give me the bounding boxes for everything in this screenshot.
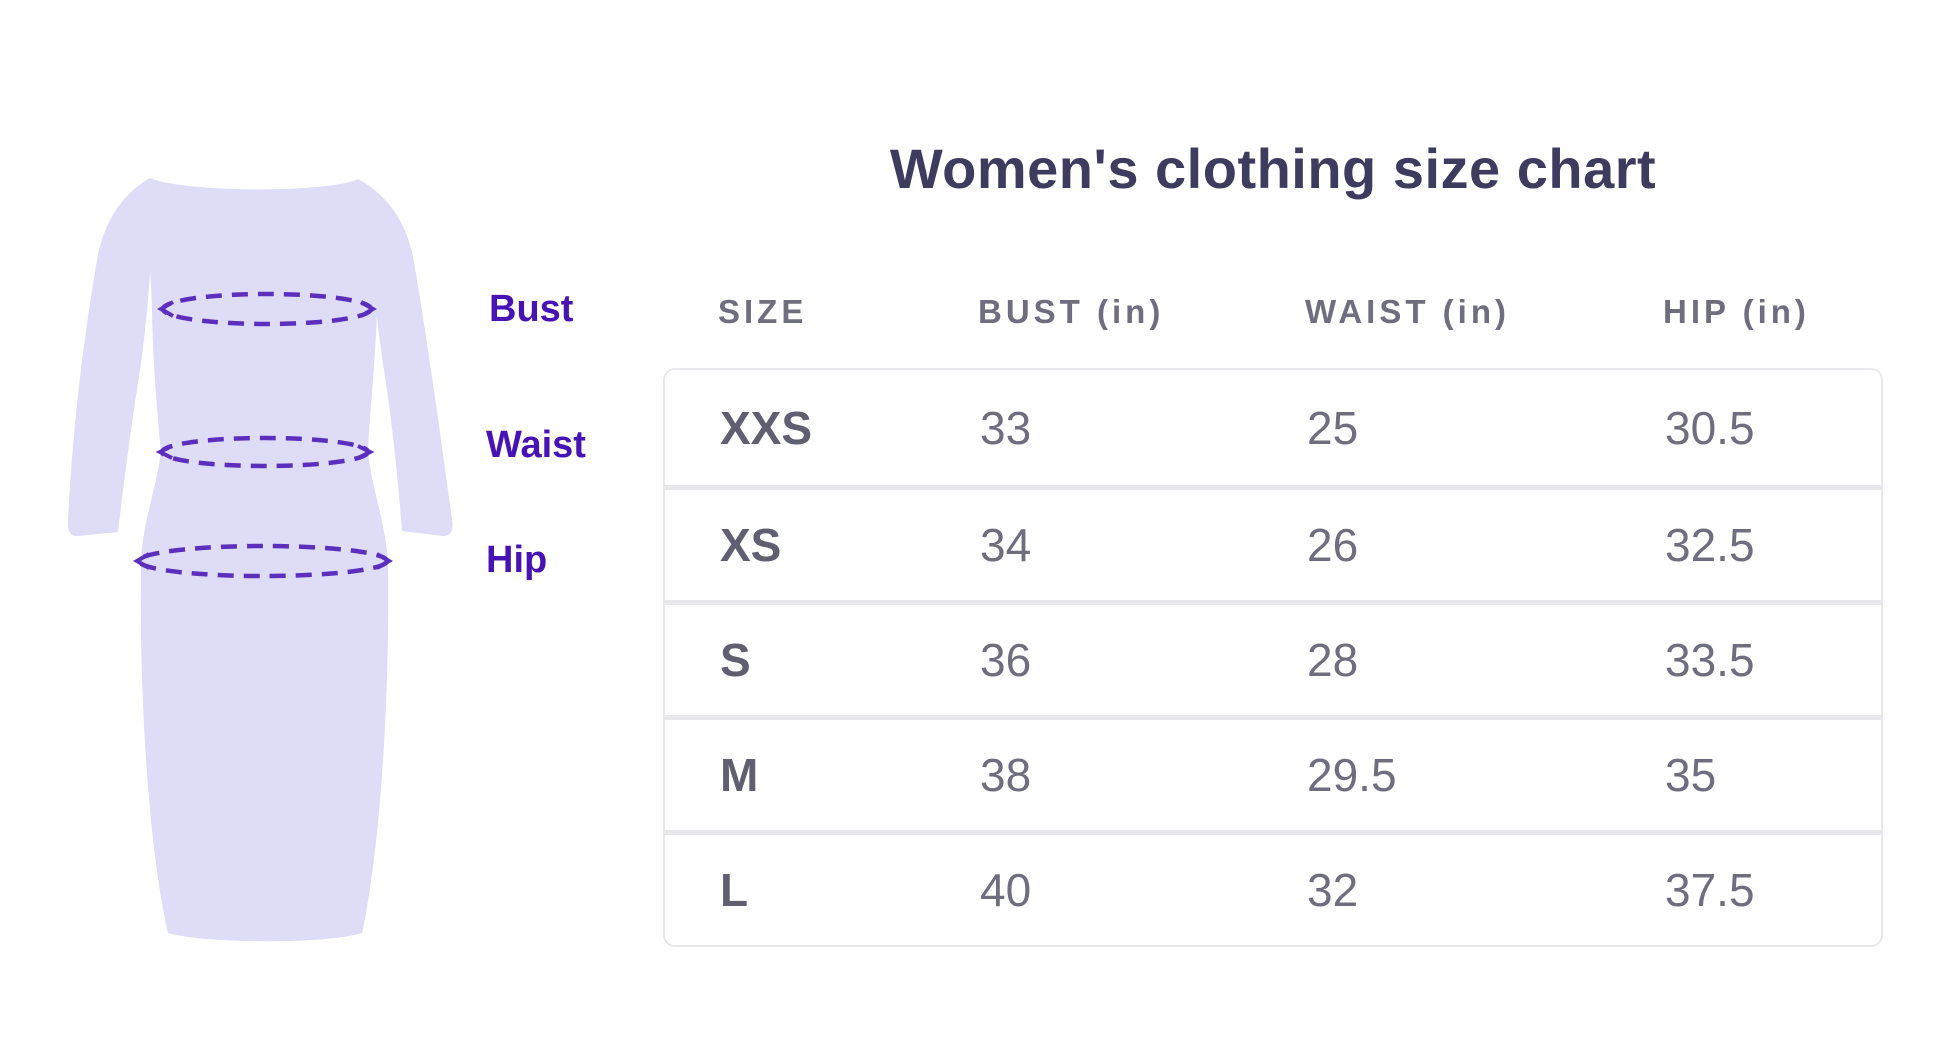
bust-value: 38 <box>980 749 1032 801</box>
column-header-bust: BUST (in) <box>978 293 1165 330</box>
bust-value: 36 <box>980 634 1032 686</box>
dress-illustration <box>67 178 453 942</box>
size-value: S <box>720 634 751 686</box>
column-header-hip: HIP (in) <box>1663 293 1810 330</box>
table-row: XXS 33 25 30.5 <box>665 370 1881 485</box>
waist-value: 28 <box>1307 634 1359 686</box>
hip-value: 35 <box>1665 749 1717 801</box>
waist-value: 32 <box>1307 864 1359 916</box>
table-row: M 38 29.5 35 <box>665 715 1881 830</box>
waist-label: Waist <box>486 424 586 466</box>
dress-body <box>140 178 389 942</box>
bust-label: Bust <box>489 288 574 330</box>
size-value: M <box>720 749 759 801</box>
column-header-size: SIZE <box>718 293 808 330</box>
waist-value: 29.5 <box>1307 749 1397 801</box>
size-value: L <box>720 864 749 916</box>
bust-arrow-left-icon <box>157 300 175 318</box>
hip-value: 32.5 <box>1665 519 1755 571</box>
hip-value: 33.5 <box>1665 634 1755 686</box>
size-table: XXS 33 25 30.5 XS 34 26 32.5 S 36 28 33.… <box>663 368 1883 947</box>
bust-value: 40 <box>980 864 1032 916</box>
dress-sleeve-left <box>67 178 152 537</box>
hip-label: Hip <box>486 539 548 581</box>
hip-value: 37.5 <box>1665 864 1755 916</box>
waist-value: 26 <box>1307 519 1359 571</box>
waist-value: 25 <box>1307 401 1359 454</box>
size-value: XXS <box>720 401 813 454</box>
table-header-row: SIZE BUST (in) WAIST (in) HIP (in) <box>663 293 1883 331</box>
hip-arrow-right-icon <box>375 552 393 570</box>
bust-value: 34 <box>980 519 1032 571</box>
bust-value: 33 <box>980 401 1032 454</box>
table-row: L 40 32 37.5 <box>665 830 1881 945</box>
size-value: XS <box>720 519 782 571</box>
page-title: Women's clothing size chart <box>889 137 1657 200</box>
hip-value: 30.5 <box>1665 401 1755 454</box>
column-header-waist: WAIST (in) <box>1305 293 1510 330</box>
dress-sleeve-right <box>358 179 453 536</box>
bust-arrow-right-icon <box>359 300 377 318</box>
table-row: S 36 28 33.5 <box>665 600 1881 715</box>
table-row: XS 34 26 32.5 <box>665 485 1881 600</box>
hip-arrow-left-icon <box>133 552 151 570</box>
waist-arrow-left-icon <box>155 444 173 460</box>
waist-arrow-right-icon <box>357 444 375 460</box>
